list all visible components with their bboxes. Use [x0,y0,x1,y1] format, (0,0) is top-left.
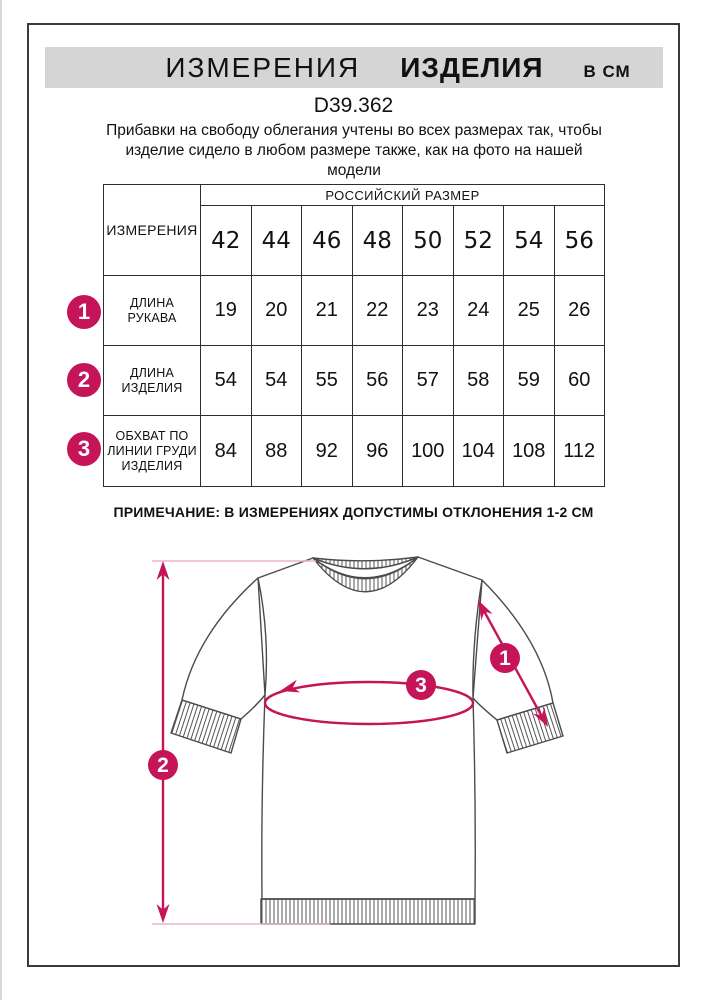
measurement-cell: 59 [503,345,555,416]
tolerance-note: ПРИМЕЧАНИЕ: В ИЗМЕРЕНИЯХ ДОПУСТИМЫ ОТКЛО… [113,504,594,520]
size-header: 48 [351,205,403,276]
measurement-cell: 19 [200,275,252,346]
page-frame [27,23,680,967]
measurement-cell: 22 [351,275,403,346]
measurement-cell: 25 [503,275,555,346]
page-title-bold: ИЗДЕЛИЯ [400,52,544,83]
measurement-cell: 54 [250,345,302,416]
measurement-cell: 23 [402,275,454,346]
measurement-cell: 56 [351,345,403,416]
measurement-cell: 92 [301,415,353,487]
size-header: 54 [503,205,555,276]
size-header: 44 [250,205,302,276]
measurement-cell: 26 [553,275,605,346]
measurement-cell: 57 [402,345,454,416]
row-number-badge-1: 1 [67,295,101,329]
size-header: 52 [452,205,504,276]
size-group-header: РОССИЙСКИЙ РАЗМЕР [200,184,605,206]
scan-edge-artifact [0,0,2,1000]
measurement-cell: 104 [452,415,504,487]
table-row-chest-girth: ОБХВАТ ПО ЛИНИИ ГРУДИ ИЗДЕЛИЯ 84 88 92 9… [103,415,605,487]
size-header: 50 [402,205,454,276]
corner-header-cell: ИЗМЕРЕНИЯ [103,184,201,276]
table-row-sleeve-length: ДЛИНА РУКАВА 19 20 21 22 23 24 25 26 [103,275,605,346]
measurement-cell: 60 [553,345,605,416]
measurement-cell: 20 [250,275,302,346]
table-row-garment-length: ДЛИНА ИЗДЕЛИЯ 54 54 55 56 57 58 59 60 [103,345,605,416]
table-sizes-row: 42 44 46 48 50 52 54 56 [104,205,605,276]
measurement-cell: 96 [351,415,403,487]
measurement-cell: 100 [402,415,454,487]
measurement-cell: 58 [452,345,504,416]
size-table: ИЗМЕРЕНИЯ РОССИЙСКИЙ РАЗМЕР 42 44 46 48 … [103,184,605,487]
size-header: 46 [301,205,353,276]
measurement-cell: 24 [452,275,504,346]
page-title: ИЗМЕРЕНИЯ [165,52,361,83]
fit-description: Прибавки на свободу облегания учтены во … [106,122,602,179]
measurement-cell: 54 [200,345,252,416]
product-code: D39.362 [313,94,394,117]
row-label: ДЛИНА РУКАВА [103,275,201,346]
measurement-cell: 21 [301,275,353,346]
measurement-cell: 108 [503,415,555,487]
row-label: ОБХВАТ ПО ЛИНИИ ГРУДИ ИЗДЕЛИЯ [103,415,201,487]
measurement-cell: 55 [301,345,353,416]
measurement-cell: 84 [200,415,252,487]
row-number-badge-3: 3 [67,432,101,466]
title-bar: ИЗМЕРЕНИЯ ИЗДЕЛИЯ В СМ [45,47,663,88]
title-unit: В СМ [583,62,631,81]
row-label: ДЛИНА ИЗДЕЛИЯ [103,345,201,416]
size-header: 42 [200,205,252,276]
measurement-cell: 112 [553,415,605,487]
size-header: 56 [553,205,605,276]
measurement-cell: 88 [250,415,302,487]
table-header-group-row: ИЗМЕРЕНИЯ РОССИЙСКИЙ РАЗМЕР [103,184,605,276]
row-number-badge-2: 2 [67,363,101,397]
